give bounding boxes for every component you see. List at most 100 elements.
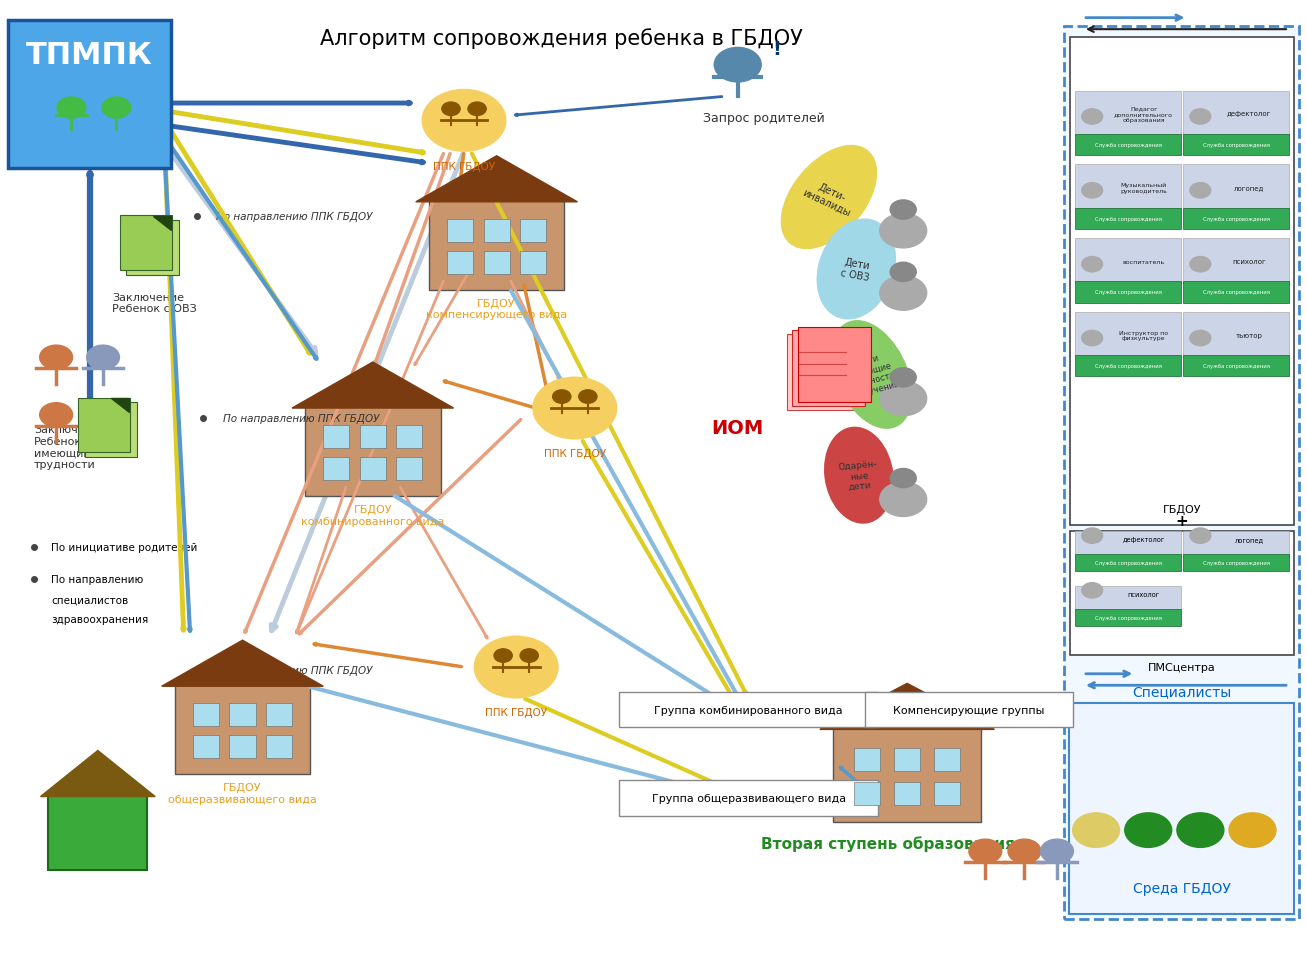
Circle shape [579,390,597,404]
FancyBboxPatch shape [934,749,960,772]
Text: Педагог
дополнительного
образования: Педагог дополнительного образования [1114,106,1173,122]
Circle shape [1041,839,1074,863]
Circle shape [1081,258,1102,273]
FancyBboxPatch shape [266,703,293,727]
FancyBboxPatch shape [1075,91,1181,136]
FancyBboxPatch shape [1075,313,1181,357]
Circle shape [880,382,927,416]
Text: ИОМ: ИОМ [712,418,764,437]
Circle shape [1190,331,1211,346]
Circle shape [880,277,927,311]
Text: !: ! [772,39,781,59]
Circle shape [1081,184,1102,199]
Circle shape [102,98,131,119]
FancyBboxPatch shape [619,780,879,816]
Circle shape [1124,813,1171,848]
Text: психолог: психолог [1127,592,1160,598]
Text: Одарён-
ные
дети: Одарён- ные дети [838,459,880,492]
Text: Служба сопровождения: Служба сопровождения [1094,290,1161,295]
Circle shape [969,839,1002,863]
Circle shape [552,390,571,404]
Text: Дети
имеющие
трудности
в обучении: Дети имеющие трудности в обучении [842,349,901,401]
Circle shape [1081,583,1102,599]
Text: Инструктор по
физкультуре: Инструктор по физкультуре [1119,331,1169,341]
FancyBboxPatch shape [359,457,385,480]
FancyBboxPatch shape [1183,554,1289,572]
FancyBboxPatch shape [193,703,219,727]
Text: специалистов: специалистов [51,595,128,605]
FancyBboxPatch shape [1070,37,1294,526]
FancyBboxPatch shape [230,703,256,727]
FancyBboxPatch shape [127,221,179,276]
FancyBboxPatch shape [1183,91,1289,136]
FancyBboxPatch shape [230,735,256,758]
FancyBboxPatch shape [48,795,148,871]
Text: воспитатель: воспитатель [1123,259,1165,264]
Ellipse shape [832,321,912,429]
FancyBboxPatch shape [1183,239,1289,284]
Text: Группа общеразвивающего вида: Группа общеразвивающего вида [652,793,846,803]
Circle shape [474,637,558,698]
Polygon shape [111,399,129,412]
Text: Служба сопровождения: Служба сопровождения [1203,364,1269,369]
Text: Музыкальный
руководитель: Музыкальный руководитель [1121,183,1168,193]
Text: Служба сопровождения: Служба сопровождения [1203,142,1269,148]
FancyBboxPatch shape [483,251,509,274]
Ellipse shape [824,428,893,524]
FancyBboxPatch shape [798,327,871,403]
Text: ППК ГБДОУ: ППК ГБДОУ [485,707,547,718]
Text: Компенсирующие группы: Компенсирующие группы [893,705,1045,715]
FancyBboxPatch shape [447,219,473,242]
FancyBboxPatch shape [396,426,422,449]
FancyBboxPatch shape [788,334,861,410]
FancyBboxPatch shape [447,251,473,274]
Text: Служба сопровождения: Служба сопровождения [1203,290,1269,295]
Polygon shape [153,217,171,231]
Circle shape [39,346,73,370]
Text: ПМСцентра: ПМСцентра [1148,662,1216,673]
Text: Дети
с ОВЗ: Дети с ОВЗ [840,257,872,283]
FancyBboxPatch shape [428,201,564,291]
Polygon shape [162,641,324,686]
Circle shape [1190,258,1211,273]
Text: ТПМПК: ТПМПК [26,41,153,70]
Text: Служба сопровождения: Служба сопровождения [1203,560,1269,565]
Text: Служба сопровождения: Служба сопровождения [1094,216,1161,221]
Text: тьютор: тьютор [1235,333,1263,338]
Ellipse shape [781,146,876,249]
FancyBboxPatch shape [1183,313,1289,357]
Circle shape [1190,529,1211,544]
Circle shape [1081,331,1102,346]
FancyBboxPatch shape [793,331,866,407]
FancyBboxPatch shape [1075,586,1181,611]
FancyBboxPatch shape [866,692,1072,727]
Polygon shape [293,362,453,408]
Text: По направлению ППК ГБДОУ: По направлению ППК ГБДОУ [217,665,374,676]
Circle shape [1229,813,1276,848]
FancyBboxPatch shape [833,727,981,823]
Text: ГБДОУ: ГБДОУ [1162,505,1202,514]
FancyBboxPatch shape [120,216,172,271]
FancyBboxPatch shape [1075,135,1181,156]
FancyBboxPatch shape [1063,27,1299,920]
Text: Служба сопровождения: Служба сопровождения [1094,560,1161,565]
FancyBboxPatch shape [193,735,219,758]
FancyBboxPatch shape [1075,239,1181,284]
FancyBboxPatch shape [8,20,171,169]
Text: Запрос родителей: Запрос родителей [703,111,824,125]
Circle shape [891,368,917,387]
Text: Специалисты: Специалисты [1132,684,1232,699]
Text: По направлению ППК ГБДОУ: По направлению ППК ГБДОУ [223,413,380,423]
FancyBboxPatch shape [1068,703,1294,914]
Circle shape [533,378,616,439]
FancyBboxPatch shape [1183,135,1289,156]
Text: Дети-
инвалиды: Дети- инвалиды [801,177,857,218]
Circle shape [1008,839,1041,863]
Circle shape [880,482,927,517]
Circle shape [891,201,917,220]
FancyBboxPatch shape [1075,165,1181,210]
FancyBboxPatch shape [85,403,137,457]
Circle shape [57,98,86,119]
Text: ГБДОУ
комбинированного вида: ГБДОУ комбинированного вида [302,505,444,526]
FancyBboxPatch shape [483,219,509,242]
